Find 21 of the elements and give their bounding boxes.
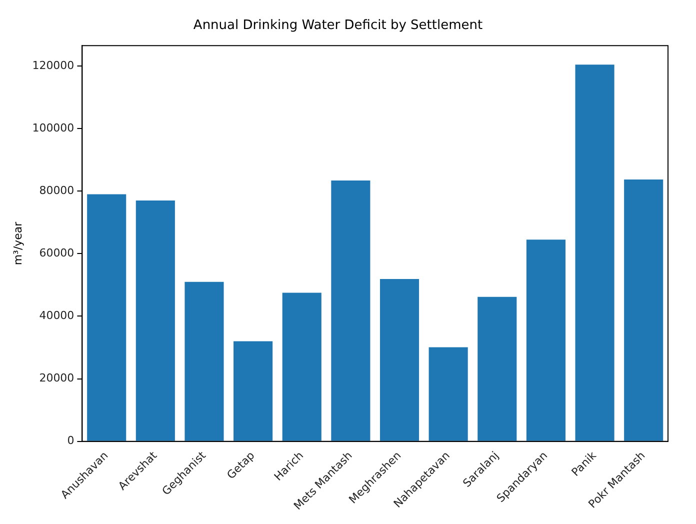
chart-title: Annual Drinking Water Deficit by Settlement — [193, 18, 483, 34]
bar — [184, 282, 224, 441]
bar — [428, 347, 468, 441]
y-axis-title: m³/year — [11, 221, 24, 266]
bar — [624, 180, 664, 441]
bar — [575, 64, 614, 441]
y-tick-label: 100000 — [32, 121, 74, 134]
bar — [331, 180, 370, 441]
bar — [478, 296, 517, 441]
bar — [234, 341, 273, 441]
bar — [526, 240, 566, 441]
y-tick-label: 120000 — [32, 58, 74, 72]
bar — [380, 279, 420, 441]
bar — [282, 292, 322, 441]
y-tick-label: 0 — [67, 434, 74, 448]
y-tick-label: 60000 — [39, 246, 74, 260]
y-tick-label: 80000 — [39, 184, 74, 197]
y-tick-label: 20000 — [39, 372, 74, 385]
bar — [87, 194, 126, 441]
y-tick-label: 40000 — [39, 309, 74, 322]
bar — [136, 200, 175, 441]
